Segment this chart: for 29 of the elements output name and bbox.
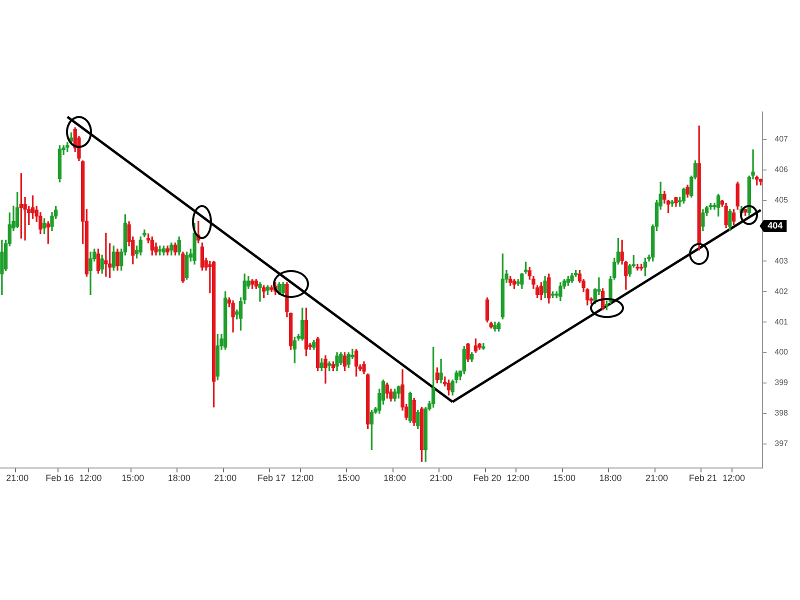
y-tick-label: 406 [774,165,789,174]
y-tick-label: 402 [774,286,789,296]
y-tick-label: 405 [774,195,789,204]
x-tick-label: Feb 16 [46,473,74,484]
x-tick-label: 18:00 [168,473,190,484]
x-tick-label: 21:00 [430,473,452,484]
x-tick-label: Feb 17 [258,473,286,484]
y-tick-label: 397 [774,439,789,448]
y-tick-label: 400 [774,348,789,357]
x-tick-label: 12:00 [506,473,530,484]
x-tick-label: 18:00 [384,473,406,484]
x-tick-label: Feb 21 [688,473,717,484]
x-tick-label: 15:00 [553,473,576,484]
x-tick-label: Feb 20 [473,473,502,484]
x-tick-label: 21:00 [214,473,237,484]
x-tick-label: 12:00 [722,473,746,484]
x-tick-label: 21:00 [645,473,668,484]
x-tick-label: 12:00 [79,473,102,484]
text: 404 [768,220,783,230]
y-tick-label: 398 [774,408,789,418]
x-tick-label: 21:00 [6,473,29,484]
y-tick-label: 399 [774,378,789,388]
x-tick-label: 15:00 [337,473,360,484]
y-tick-label: 403 [774,256,789,266]
x-tick-label: 15:00 [122,473,144,484]
x-tick-label: 18:00 [599,473,622,484]
x-tick-label: 12:00 [291,473,314,484]
y-tick-label: 401 [774,317,789,326]
y-tick-label: 407 [774,134,789,144]
